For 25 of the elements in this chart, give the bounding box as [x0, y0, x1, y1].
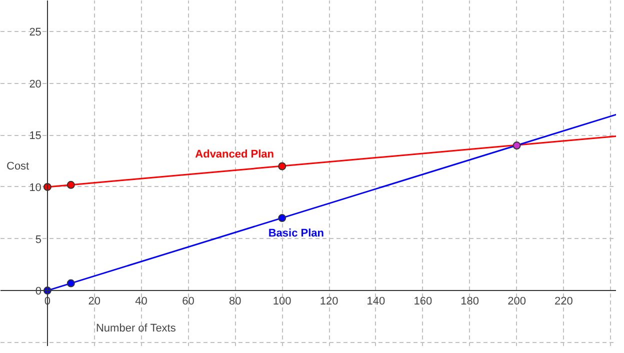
y-axis-title: Cost — [6, 160, 30, 173]
y-tick-label: 10 — [29, 182, 42, 194]
x-tick-label: 120 — [320, 296, 338, 308]
point — [66, 279, 75, 288]
point — [66, 180, 75, 189]
y-tick-label: 25 — [29, 26, 42, 39]
point — [278, 214, 286, 222]
y-tick-label: 5 — [35, 234, 42, 246]
x-tick-label: 80 — [229, 296, 242, 308]
x-tick-label: 160 — [414, 296, 432, 308]
series-label: Advanced Plan — [195, 148, 274, 160]
x-tick-label: 40 — [135, 296, 148, 308]
x-tick-label: 220 — [554, 296, 573, 308]
point — [278, 162, 286, 170]
x-tick-label: 100 — [272, 296, 292, 308]
y-tick-label: 20 — [29, 78, 42, 90]
point — [512, 142, 521, 150]
x-tick-label: 20 — [88, 296, 100, 308]
y-tick-label: 15 — [29, 130, 42, 142]
x-tick-label: 200 — [508, 296, 526, 308]
series-label: Basic Plan — [268, 228, 324, 240]
x-axis-title: Number of Texts — [96, 322, 176, 335]
x-tick-label: 140 — [366, 296, 386, 308]
x-tick-label: 60 — [182, 296, 194, 308]
x-tick-label: 180 — [460, 296, 480, 308]
